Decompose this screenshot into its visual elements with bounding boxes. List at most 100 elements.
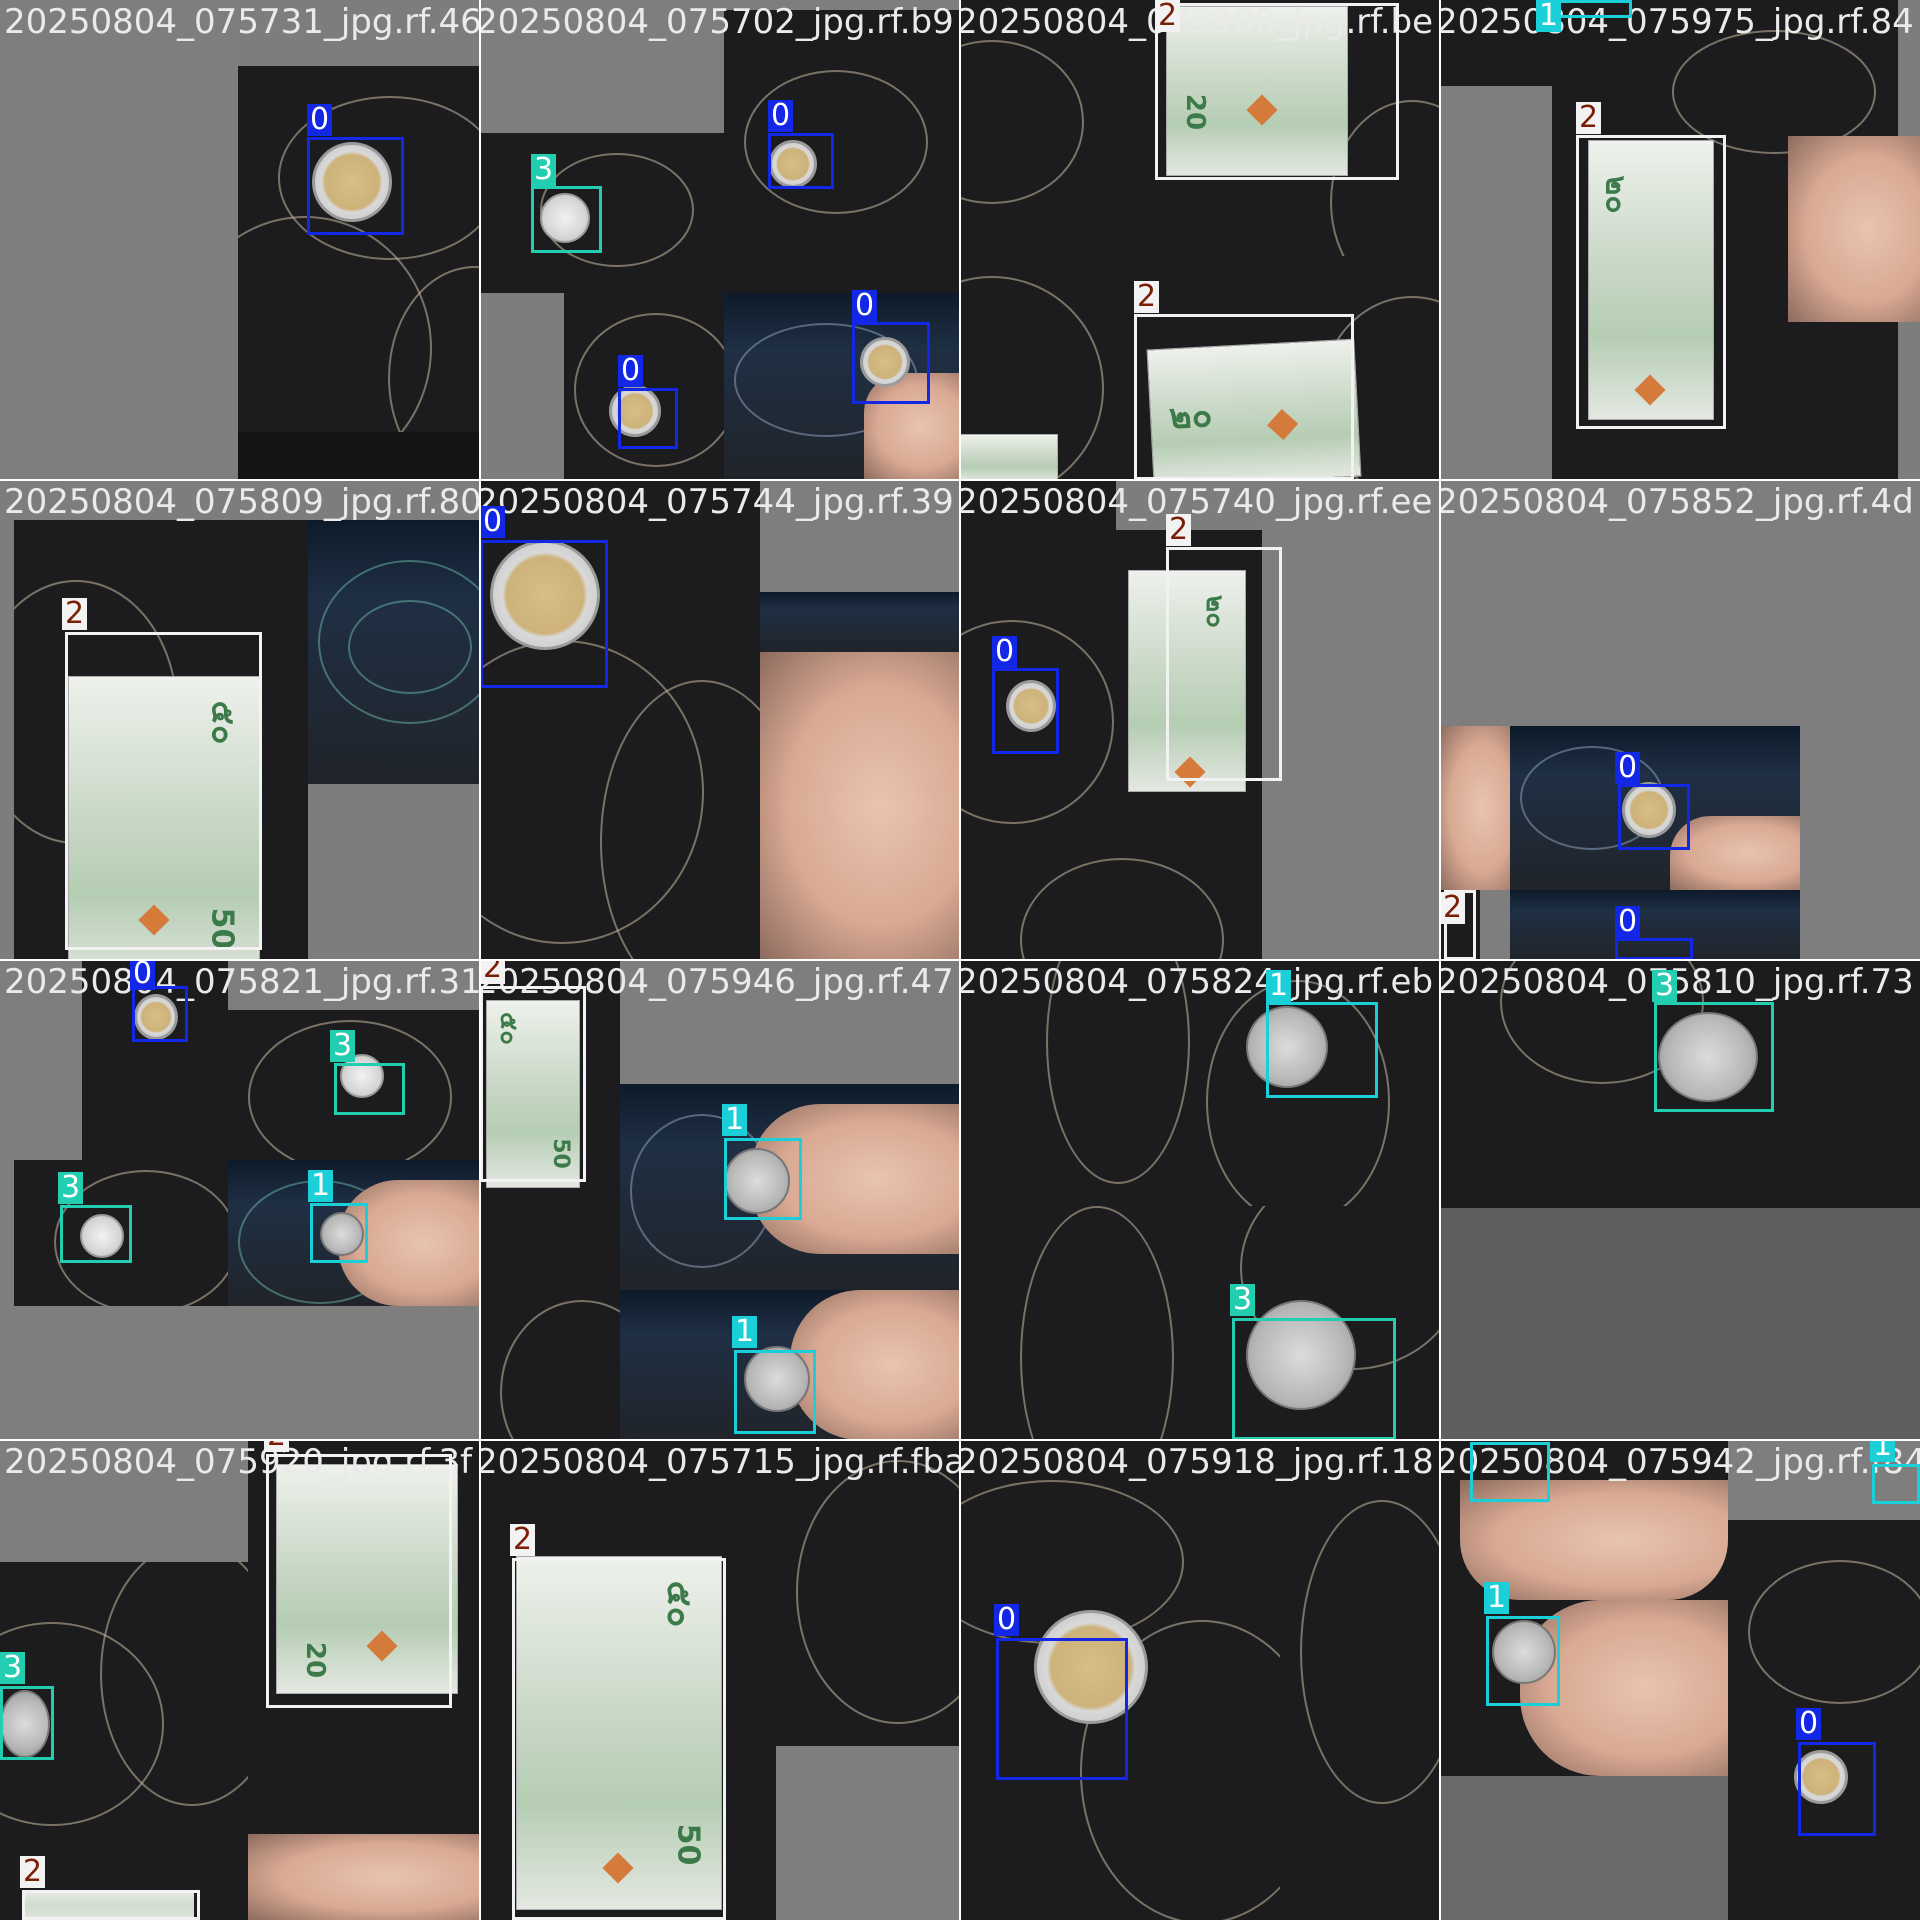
bbox-class-2 [65,632,262,950]
bbox-label: 0 [992,636,1018,668]
bbox-label: 0 [994,1604,1020,1636]
bbox-class-0 [1615,938,1693,960]
bbox-label: 1 [1536,0,1562,32]
tile-filename: 20250804_075809_jpg.rf.80 [4,482,480,522]
photo-patch [480,133,724,293]
photo-patch [960,0,1110,256]
tile-9: ๕๐ 50 20250804_075946_jpg.rf.47 2 1 1 [480,960,960,1440]
tile-14: 20250804_075918_jpg.rf.18 0 [960,1440,1440,1920]
bbox-class-2 [1444,890,1476,960]
bbox-label: 3 [58,1172,84,1204]
bbox-class-2 [1576,135,1726,429]
photo-patch [620,1084,960,1290]
photo-patch [564,293,724,480]
bbox-class-0 [480,540,608,688]
tile-filename: 20250804_075852_jpg.rf.4d [1440,482,1914,522]
tile-13: ๕๐ 50 20250804_075715_jpg.rf.fba 2 [480,1440,960,1920]
bbox-class-3 [60,1205,132,1263]
photo-patch [960,1440,1280,1920]
bbox-label: 2 [1166,514,1192,546]
photo-patch [776,1440,960,1746]
tile-7: 20250804_075852_jpg.rf.4d 0 2 0 [1440,480,1920,960]
photo-patch [1440,0,1552,86]
photo-patch: ๕๐ 50 [480,960,620,1290]
bbox-class-0 [1798,1742,1876,1836]
bbox-label: 1 [732,1316,758,1348]
bbox-label: 0 [618,355,644,387]
tile-0: 20250804_075731_jpg.rf.46a3145624376e787… [0,0,480,480]
grid-divider [0,479,1920,481]
tile-filename: 20250804_075920_jpg.rf.3f [4,1442,473,1482]
photo-patch [82,960,228,1160]
bbox-label: 0 [1615,752,1641,784]
photo-patch: ๒๐ [1116,530,1262,838]
tile-15: 20250804_075942_jpg.rf.f84 1 1 1 0 [1440,1440,1920,1920]
bbox-label: 2 [1155,0,1181,32]
tile-filename: 20250804_075731_jpg.rf.46a3145624376e787… [4,2,480,42]
bbox-label: 0 [307,104,333,136]
tile-5: 20250804_075744_jpg.rf.39 0 [480,480,960,960]
bbox-class-1 [1266,1002,1378,1098]
tile-filename: 20250804_075715_jpg.rf.fba [480,1442,960,1482]
bbox-class-2 [512,1558,726,1920]
photo-patch [14,1160,228,1306]
photo-patch: ๕๐ 50 [480,1440,776,1920]
tile-filename: 20250804_075821_jpg.rf.31 [4,962,480,1002]
tile-3: ๒๐ 20250804_075975_jpg.rf.84 1 2 [1440,0,1920,480]
bbox-class-1 [724,1138,802,1220]
bbox-class-2 [1134,314,1354,480]
tile-11: 20250804_075810_jpg.rf.73 3 [1440,960,1920,1440]
photo-patch: 20 [1110,0,1440,256]
bbox-label: 2 [480,960,506,984]
grid-divider [0,1439,1920,1441]
bbox-label: 2 [510,1524,536,1556]
photo-patch [1440,960,1920,1208]
bbox-label: 3 [531,154,557,186]
photo-patch [480,1290,620,1440]
bbox-class-2 [480,986,586,1182]
bbox-label: 2 [264,1440,290,1452]
bbox-label: 3 [330,1030,356,1062]
bbox-class-0 [768,133,834,189]
bbox-label: 0 [130,960,156,990]
bbox-class-3 [334,1063,405,1115]
photo-patch [480,480,760,960]
bbox-label: 1 [1266,970,1292,1002]
bbox-class-0 [992,668,1059,754]
bbox-class-3 [1654,1002,1774,1112]
bbox-class-3 [1232,1318,1396,1440]
photo-patch [1280,1440,1440,1920]
hand-photo [760,652,960,960]
bbox-label: 1 [722,1104,748,1136]
bbox-label: 2 [62,598,88,630]
bbox-label: 3 [1230,1284,1256,1316]
tile-filename: 20250804_075908_jpg.rf.be [960,2,1434,42]
tile-filename: 20250804_075702_jpg.rf.b9 [480,2,954,42]
bbox-class-1 [734,1350,816,1434]
bbox-label: 0 [768,100,794,132]
tile-filename: 20250804_075824_jpg.rf.eb [960,962,1434,1002]
bbox-class-0 [307,137,404,235]
photo-patch [1006,960,1440,1206]
bbox-label: 0 [1796,1708,1822,1740]
tile-2: 20 ๒๐ 20250804_075908_jpg.rf.be 2 2 [960,0,1440,480]
tile-4: ๕๐ 50 20250804_075809_jpg.rf.80 2 [0,480,480,960]
hand-photo [1440,726,1510,890]
bbox-class-0 [132,986,188,1042]
bbox-label: 0 [1615,906,1641,938]
bbox-label: 2 [1134,281,1160,313]
hand-photo [248,1834,480,1920]
photo-patch [960,838,1262,960]
bbox-class-2 [1166,547,1282,781]
bbox-class-1 [1470,1442,1550,1502]
tile-filename: 20250804_075918_jpg.rf.18 [960,1442,1434,1482]
bbox-class-1 [310,1203,368,1263]
tile-12: 20 20250804_075920_jpg.rf.3f 2 3 2 [0,1440,480,1920]
bbox-label: 3 [1652,970,1678,1002]
tile-filename: 20250804_075740_jpg.rf.ee [960,482,1433,522]
tile-1: 20250804_075702_jpg.rf.b9 3 0 0 0 [480,0,960,480]
bbox-class-0 [852,322,930,404]
bbox-class-0 [1618,784,1690,850]
photo-patch: ๒๐ [960,256,1440,480]
